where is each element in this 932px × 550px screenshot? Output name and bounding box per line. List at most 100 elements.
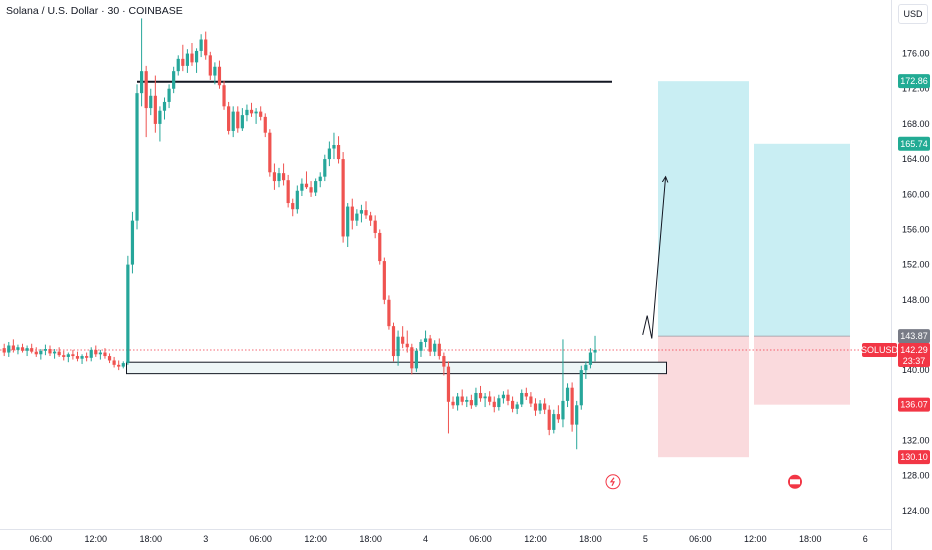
candle xyxy=(543,398,547,415)
candle xyxy=(227,101,231,135)
candle xyxy=(291,198,295,217)
candle xyxy=(149,88,153,116)
candle xyxy=(327,141,331,167)
candle-body xyxy=(34,351,38,355)
candle xyxy=(286,174,290,208)
candle xyxy=(126,255,130,365)
candle-body xyxy=(185,53,189,66)
price-tick-label: 152.00 xyxy=(902,260,930,270)
candle-body xyxy=(355,213,359,221)
candle xyxy=(336,136,341,164)
candle xyxy=(263,113,267,138)
candle-body xyxy=(529,396,533,404)
price-tick-label: 168.00 xyxy=(902,119,930,129)
candle-body xyxy=(341,159,345,237)
current-price-tag-bg xyxy=(898,342,930,367)
candle-body xyxy=(515,404,519,409)
candle-body xyxy=(387,299,391,327)
candle xyxy=(524,387,528,401)
candle-body xyxy=(350,206,354,221)
candle xyxy=(552,409,556,434)
candle xyxy=(584,361,588,379)
candle-body xyxy=(249,109,254,114)
candle-body xyxy=(497,398,501,408)
candle xyxy=(433,340,437,357)
time-tick-label: 12:00 xyxy=(85,534,108,544)
price-tick-label: 132.00 xyxy=(902,435,930,445)
candle-body xyxy=(236,111,240,129)
price-tag-bg xyxy=(898,329,930,344)
candle-body xyxy=(433,343,437,352)
candle-body xyxy=(373,220,377,233)
target-zone xyxy=(754,143,850,337)
economic-event-icon xyxy=(788,474,802,489)
candle xyxy=(423,330,428,348)
candle-body xyxy=(213,66,217,76)
candle xyxy=(506,389,510,406)
candle xyxy=(236,106,240,133)
candle-body xyxy=(71,354,75,357)
candle-body xyxy=(57,351,61,356)
candle xyxy=(364,201,368,219)
candle xyxy=(107,353,112,364)
candle-body xyxy=(346,206,350,237)
candle-body xyxy=(575,405,579,425)
price-tick-label: 124.00 xyxy=(902,506,930,516)
candle xyxy=(85,352,89,362)
candle xyxy=(538,400,542,415)
candle xyxy=(240,108,244,131)
candle xyxy=(249,102,254,117)
projection-path xyxy=(642,177,666,339)
candle-body xyxy=(25,348,29,351)
candle xyxy=(442,352,446,376)
candle-body xyxy=(43,349,48,351)
candle xyxy=(318,172,322,188)
candle-body xyxy=(39,350,43,355)
candle-body xyxy=(80,356,84,359)
candle xyxy=(194,48,199,73)
candle-body xyxy=(478,392,483,399)
candle-body xyxy=(359,210,364,214)
chart-title: Solana / U.S. Dollar · 30 · COINBASE xyxy=(6,5,183,17)
candle-body xyxy=(437,343,441,357)
candle xyxy=(140,18,144,107)
stop-zone xyxy=(754,336,850,405)
candle-body xyxy=(66,354,70,357)
candle xyxy=(103,348,107,359)
event-icons xyxy=(605,474,802,490)
candle-body xyxy=(332,145,336,149)
currency-button[interactable]: USD xyxy=(898,4,928,24)
candle-body xyxy=(208,55,212,76)
candle-body xyxy=(130,220,135,265)
candle xyxy=(48,345,52,357)
price-tick-label: 140.00 xyxy=(902,365,930,375)
candle-body xyxy=(506,394,510,401)
candle xyxy=(314,178,318,197)
candle-body xyxy=(547,409,551,430)
candle-body xyxy=(281,173,286,181)
candle xyxy=(547,405,551,436)
candle-body xyxy=(378,232,382,262)
candle-body xyxy=(194,50,199,63)
candle xyxy=(176,55,180,76)
time-tick-label: 06:00 xyxy=(30,534,53,544)
time-tick-label: 18:00 xyxy=(799,534,822,544)
time-tick-label: 06:00 xyxy=(249,534,272,544)
candle-body xyxy=(369,215,373,221)
candle-body xyxy=(588,352,593,365)
candle xyxy=(199,34,203,58)
price-tick-label: 176.00 xyxy=(902,49,930,59)
candle-body xyxy=(336,145,341,160)
price-tag-label: 143.87 xyxy=(900,331,928,341)
candle-body xyxy=(446,366,451,402)
candle xyxy=(52,349,57,359)
candle xyxy=(520,389,524,408)
candle xyxy=(89,347,93,362)
time-tick-label: 18:00 xyxy=(579,534,602,544)
candle xyxy=(428,334,432,357)
candle-body xyxy=(318,176,322,182)
candle-body xyxy=(533,403,538,411)
candle xyxy=(483,392,487,408)
